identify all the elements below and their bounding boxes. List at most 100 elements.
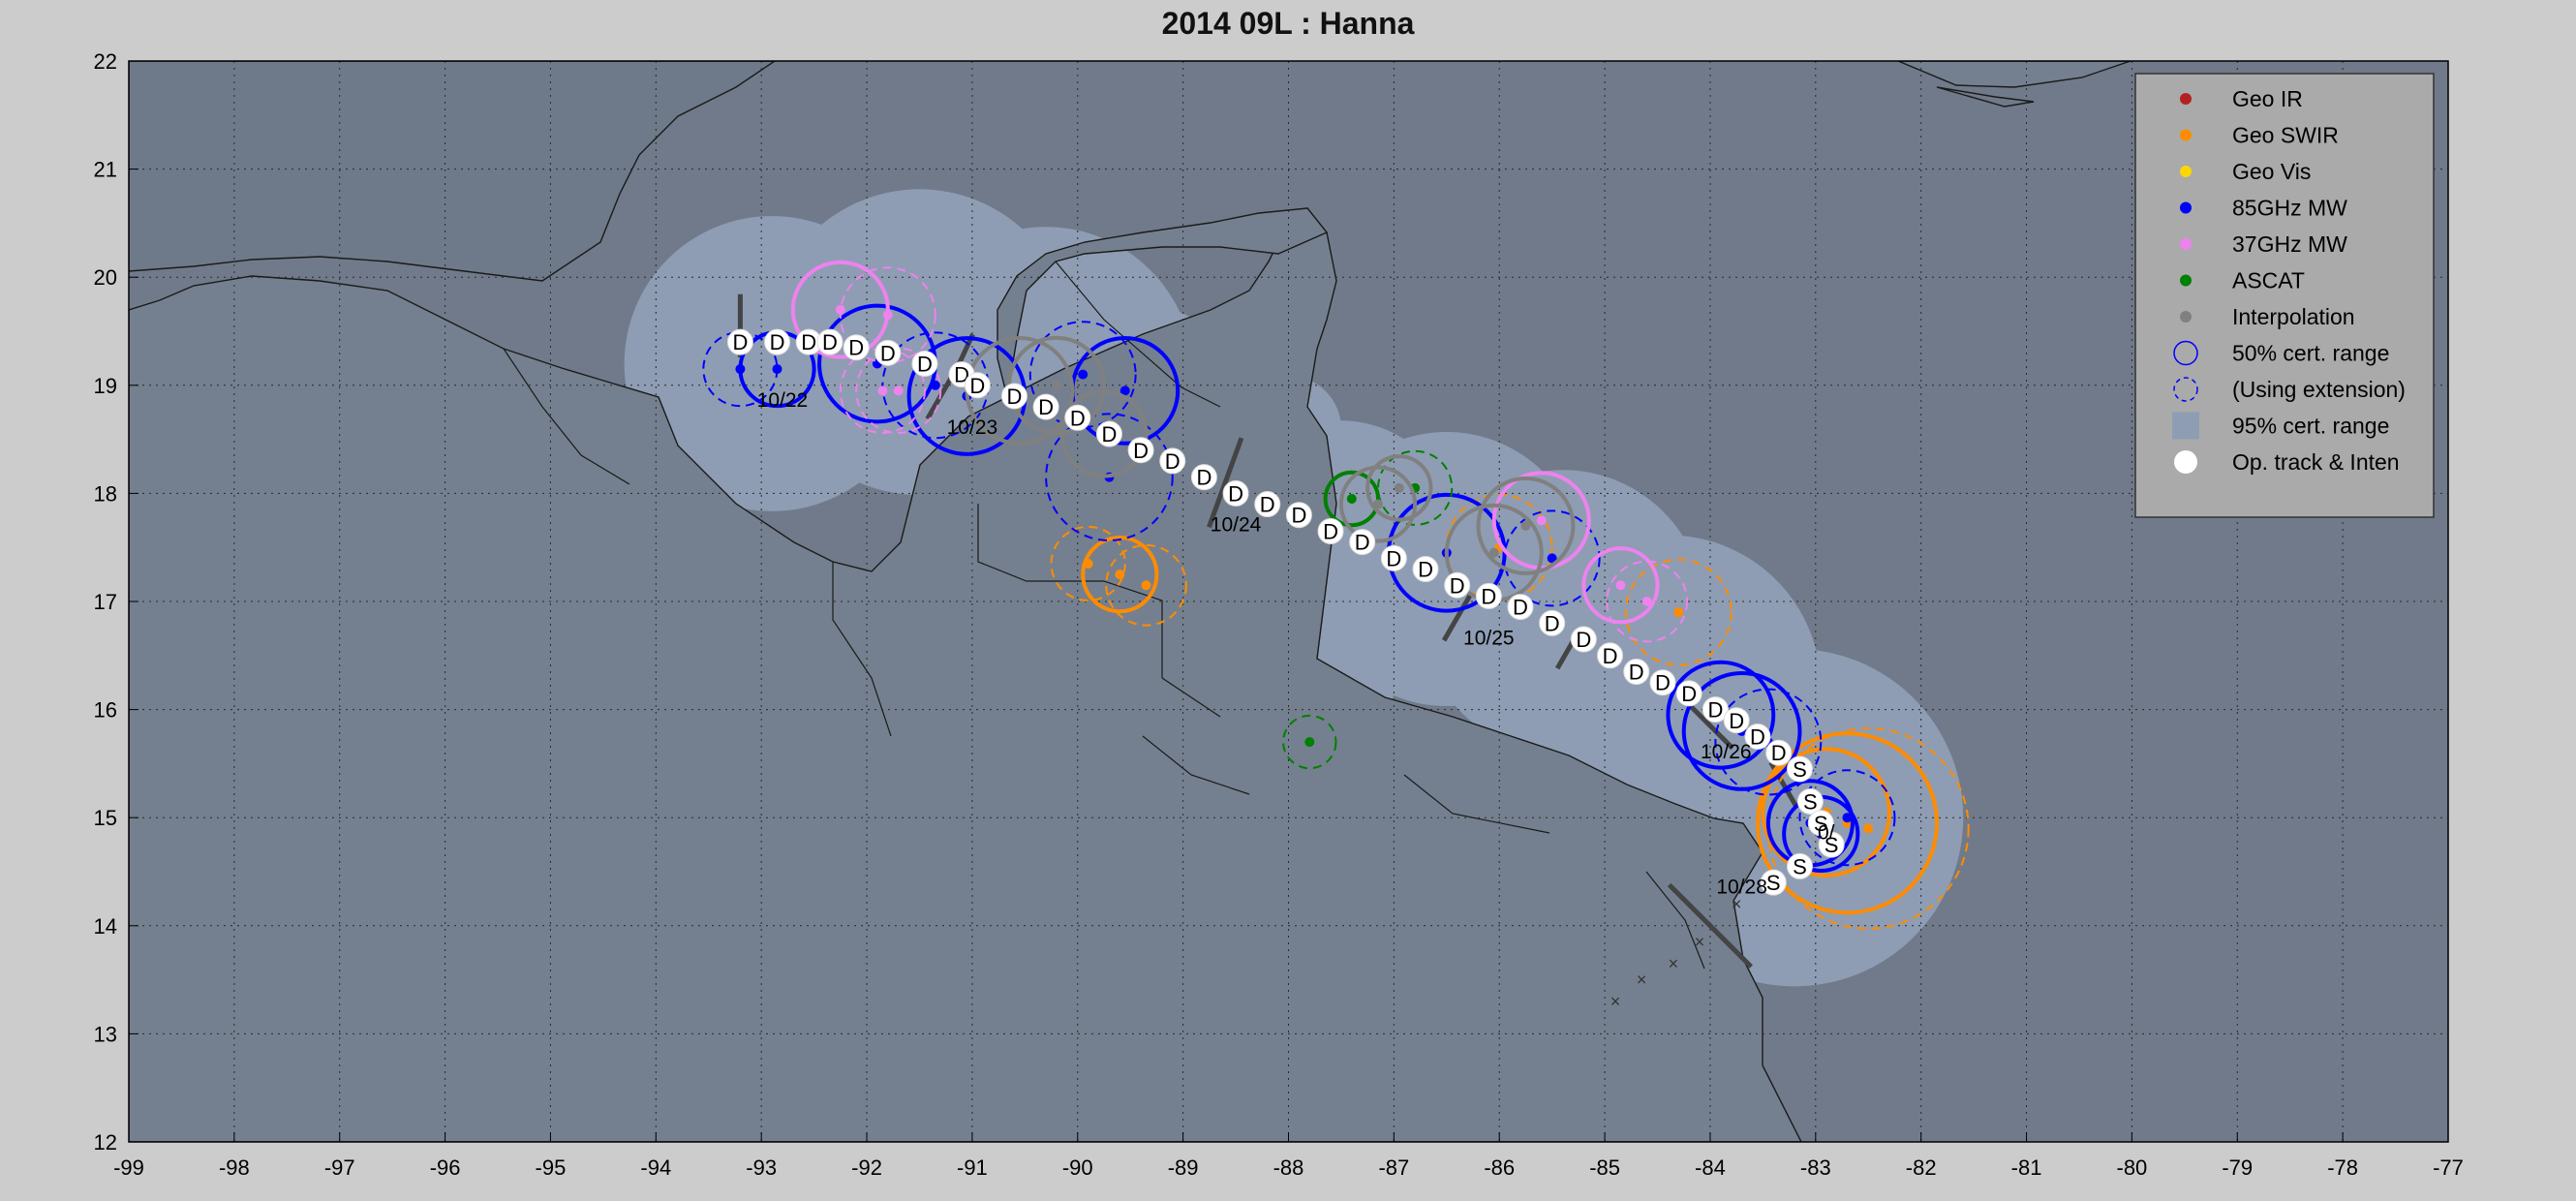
track-intensity-label: D [801, 330, 816, 354]
fix-circle [1581, 546, 1660, 625]
track-marker [1000, 383, 1027, 410]
track-intensity-label: D [1418, 558, 1433, 582]
axis-tick-labels: -99 -98 -97 -96 -95 -94 -93 -92 -91 -90 -89 -88 -87 -… [94, 49, 2464, 1180]
track-intensity-label: D [1133, 439, 1149, 463]
track-marker [1380, 544, 1407, 571]
track-intensity-label: D [1070, 406, 1086, 430]
fix-circle [1606, 560, 1689, 643]
x-tick-label: -81 [2011, 1155, 2042, 1180]
track-intensity-label: S [1766, 871, 1781, 895]
fix-point [772, 364, 782, 375]
legend-symbol-dot [2180, 129, 2192, 141]
cross-marker: × [1695, 933, 1705, 952]
y-tick-label: 17 [94, 590, 117, 614]
track-marker [1818, 831, 1845, 858]
plot-frame [128, 60, 2449, 1143]
track-marker [1539, 609, 1566, 636]
track-marker [1796, 787, 1824, 815]
track-intensity-label: D [1038, 395, 1054, 419]
x-tick-label: -89 [1168, 1155, 1199, 1180]
fix-circle [1059, 389, 1149, 478]
fix-circle [1755, 731, 1940, 915]
date-label: 10/26 [1701, 741, 1752, 763]
fix-circle [1045, 413, 1174, 541]
legend-label: Geo SWIR [2232, 123, 2339, 148]
track-intensity-label: D [1323, 519, 1338, 543]
track-intensity-label: D [1729, 709, 1744, 733]
legend-label: 37GHz MW [2232, 231, 2347, 257]
date-label: 0/ [1818, 822, 1835, 845]
date-label: 10/22 [757, 389, 809, 412]
track-marker [1786, 755, 1813, 783]
x-tick-label: -99 [113, 1155, 144, 1180]
fix-point [1673, 607, 1684, 618]
track-intensity-label: S [1825, 833, 1839, 857]
track-marker [1285, 502, 1312, 529]
track-intensity-label: D [822, 330, 838, 354]
track-intensity-label: S [1803, 789, 1818, 814]
fix-circle [1028, 321, 1137, 429]
cuba-coast [1897, 61, 2131, 88]
y-tick-label: 13 [94, 1022, 117, 1046]
track-intensity-label: D [1355, 531, 1370, 555]
y-tick-label: 20 [94, 265, 117, 290]
date-label: 10/28 [1716, 876, 1767, 898]
legend-label: Geo Vis [2232, 159, 2311, 184]
x-tick-label: -80 [2117, 1155, 2148, 1180]
track-intensity-label: D [848, 336, 864, 360]
cross-marker: × [1669, 954, 1679, 973]
legend-symbol-dot [2180, 166, 2192, 177]
track-marker [1064, 404, 1091, 431]
fix-circle [1681, 671, 1802, 791]
track-marker [1349, 529, 1376, 556]
fix-circle [839, 347, 926, 434]
track-marker [726, 328, 753, 355]
x-tick-label: -79 [2222, 1155, 2253, 1180]
legend-symbol-dot [2180, 201, 2192, 214]
fix-circle [1050, 525, 1126, 602]
x-tick-label: -94 [640, 1155, 671, 1180]
fix-point [1119, 385, 1130, 396]
x-tick-label: -78 [2327, 1155, 2358, 1180]
wind-bar [1441, 593, 1473, 642]
track-intensity-label: D [1545, 611, 1560, 635]
legend-label: (Using extension) [2232, 377, 2406, 402]
track-intensity-label: S [1793, 854, 1807, 878]
fix-point [1394, 482, 1404, 493]
x-tick-label: -91 [957, 1155, 988, 1180]
fix-point [1141, 580, 1151, 591]
track-intensity-label: D [1101, 422, 1117, 447]
fix-circle [1282, 714, 1337, 770]
track-intensity-label: D [732, 330, 748, 354]
track-intensity-label: D [1450, 573, 1465, 598]
legend-label: 95% cert. range [2232, 414, 2389, 439]
cross-marker: × [1610, 992, 1621, 1011]
fix-point [1863, 823, 1874, 834]
track-marker [1765, 739, 1793, 766]
fix-circle [790, 260, 890, 359]
track-intensity-label: D [1750, 725, 1765, 750]
track-intensity-label: D [1603, 644, 1618, 668]
fix-point [1536, 515, 1547, 526]
track-marker [764, 328, 791, 355]
track-marker [1159, 447, 1186, 475]
track-marker [1807, 810, 1834, 837]
chart-title: 2014 09L : Hanna [1161, 6, 1415, 41]
track-marker [1317, 517, 1344, 544]
fix-point [877, 385, 888, 396]
track-intensity-label: D [1771, 741, 1787, 765]
legend-symbol-dashed-circle [2173, 377, 2198, 402]
track-intensity-label: D [1629, 661, 1644, 685]
legend-label: 85GHz MW [2232, 196, 2347, 221]
legend-label: Interpolation [2232, 304, 2355, 329]
fix-circles [702, 260, 1970, 930]
x-tick-label: -83 [1800, 1155, 1831, 1180]
fix-point [1842, 813, 1853, 823]
fix-circle [1714, 688, 1823, 796]
fix-point [1078, 369, 1089, 380]
track-marker [1444, 571, 1471, 599]
x-tick-label: -96 [430, 1155, 461, 1180]
track-marker [1702, 696, 1729, 724]
track-marker [1623, 659, 1650, 686]
legend-label: Op. track & Inten [2232, 449, 2400, 475]
